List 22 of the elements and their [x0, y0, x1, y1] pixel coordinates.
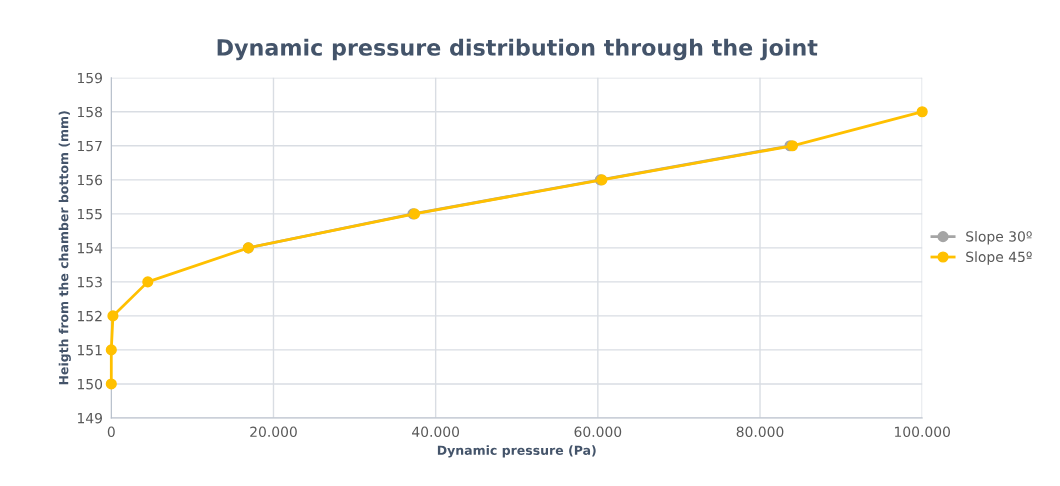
x-tick-label: 40.000	[412, 426, 460, 438]
y-tick-label: 149	[77, 412, 102, 424]
x-tick-label: 0	[107, 426, 115, 438]
chart-title: Dynamic pressure distribution through the joint	[217, 38, 818, 61]
y-tick-label: 158	[77, 106, 103, 118]
x-tick-label: 80.000	[736, 426, 784, 438]
y-tick-label: 152	[77, 310, 102, 322]
y-tick-label: 155	[77, 208, 102, 220]
legend-label: Slope 30º	[966, 230, 1032, 245]
y-tick-label: 156	[77, 174, 103, 186]
y-tick-label: 151	[77, 345, 102, 356]
x-tick-label: 100.000	[895, 426, 950, 438]
x-axis-title: Dynamic pressure (Pa)	[437, 445, 596, 458]
y-tick-label: 159	[77, 72, 102, 84]
x-tick-label: 20.000	[250, 426, 297, 438]
legend-label: Slope 45º	[966, 251, 1032, 265]
y-axis-title: Heigth from the chamber bottom (mm)	[58, 111, 71, 385]
y-tick-label: 157	[77, 140, 102, 152]
y-tick-label: 153	[77, 276, 102, 288]
x-tick-label: 60.000	[574, 426, 622, 438]
y-tick-label: 150	[77, 378, 103, 390]
y-tick-label: 154	[77, 243, 103, 254]
